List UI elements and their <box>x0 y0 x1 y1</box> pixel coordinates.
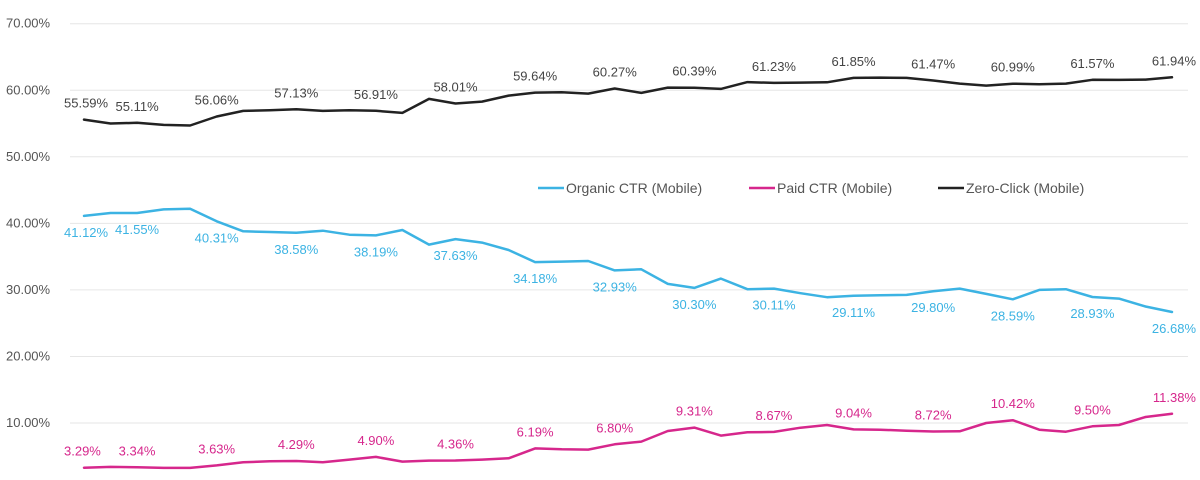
data-label: 9.04% <box>835 405 872 420</box>
data-label: 29.11% <box>832 305 876 320</box>
data-label: 9.50% <box>1074 402 1111 417</box>
data-label: 61.85% <box>832 54 877 69</box>
data-label: 9.31% <box>676 404 713 419</box>
data-label: 56.06% <box>195 92 240 107</box>
data-label: 56.91% <box>354 87 399 102</box>
data-label: 32.93% <box>593 279 638 294</box>
data-label: 41.12% <box>64 225 109 240</box>
data-label: 38.58% <box>274 242 319 257</box>
data-label: 4.36% <box>437 437 474 452</box>
data-label: 29.80% <box>911 300 956 315</box>
y-tick-label: 70.00% <box>6 16 51 31</box>
series-line-0 <box>82 207 1174 314</box>
data-label: 60.99% <box>991 60 1036 75</box>
data-label: 61.23% <box>752 59 797 74</box>
data-labels: 41.12% 41.55% 40.31% 38.58% 38.19% 37.63% 34.1… <box>64 53 1196 458</box>
data-label: 4.90% <box>357 433 394 448</box>
data-label: 61.47% <box>911 56 956 71</box>
data-label: 6.80% <box>596 420 633 435</box>
data-label: 61.94% <box>1152 53 1197 68</box>
gridlines <box>70 23 1188 424</box>
data-label: 60.39% <box>672 64 717 79</box>
y-axis-ticks: 70.00% 60.00% 50.00% 40.00% 30.00% 20.00% 10.0… <box>6 16 51 430</box>
y-tick-label: 40.00% <box>6 215 51 230</box>
data-label: 58.01% <box>433 79 478 94</box>
data-label: 6.19% <box>517 424 554 439</box>
data-label: 11.38% <box>1153 390 1197 405</box>
series-line-2 <box>82 76 1174 127</box>
data-label: 40.31% <box>195 230 240 245</box>
data-label: 10.42% <box>991 396 1036 411</box>
data-label: 4.29% <box>278 437 315 452</box>
y-tick-label: 30.00% <box>6 282 51 297</box>
data-label: 8.67% <box>756 408 793 423</box>
data-label: 57.13% <box>274 85 319 100</box>
y-tick-label: 20.00% <box>6 348 51 363</box>
data-label: 26.68% <box>1152 321 1197 336</box>
y-tick-label: 50.00% <box>6 149 51 164</box>
data-label: 61.57% <box>1070 56 1115 71</box>
data-label: 38.19% <box>354 244 399 259</box>
legend-entry: Paid CTR (Mobile) <box>777 180 892 196</box>
y-tick-label: 10.00% <box>6 415 51 430</box>
legend: Organic CTR (Mobile) Paid CTR (Mobile) Zer… <box>538 180 1084 196</box>
series-line-1 <box>82 412 1174 470</box>
data-label: 8.72% <box>915 408 952 423</box>
data-label: 3.34% <box>119 443 156 458</box>
data-label: 3.63% <box>198 441 235 456</box>
data-label: 55.59% <box>64 96 109 111</box>
data-label: 41.55% <box>115 222 160 237</box>
y-tick-label: 60.00% <box>6 82 51 97</box>
data-label: 59.64% <box>513 69 558 84</box>
legend-entry: Zero-Click (Mobile) <box>966 180 1084 196</box>
series-lines <box>82 76 1174 470</box>
data-label: 28.59% <box>991 308 1036 323</box>
data-label: 34.18% <box>513 271 558 286</box>
data-label: 28.93% <box>1070 306 1115 321</box>
legend-entry: Organic CTR (Mobile) <box>566 180 702 196</box>
data-label: 55.11% <box>116 99 160 114</box>
data-label: 3.29% <box>64 444 101 459</box>
data-label: 30.30% <box>672 297 717 312</box>
data-label: 60.27% <box>593 64 638 79</box>
data-label: 37.63% <box>433 248 478 263</box>
data-label: 30.11% <box>752 298 796 313</box>
